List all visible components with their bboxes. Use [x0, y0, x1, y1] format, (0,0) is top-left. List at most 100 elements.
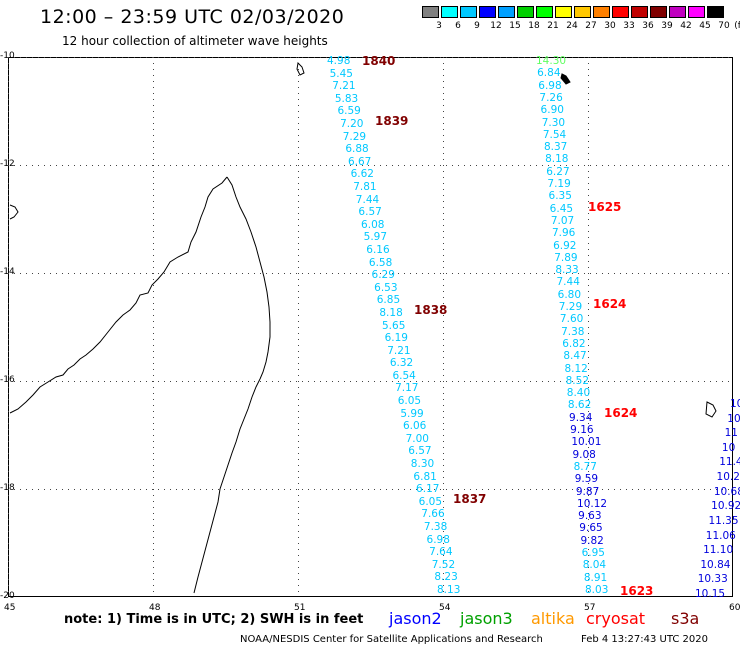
wave-height-value: 7.44: [355, 193, 380, 206]
legend-tick-label: 18: [528, 21, 540, 31]
grid-dot: [356, 273, 357, 274]
grid-dot: [338, 273, 339, 274]
grid-dot: [302, 273, 303, 274]
grid-dot: [452, 273, 453, 274]
grid-dot: [153, 123, 154, 124]
grid-dot: [128, 165, 129, 166]
grid-dot: [8, 351, 9, 352]
grid-dot: [170, 489, 171, 490]
grid-dot: [588, 87, 589, 88]
grid-dot: [656, 381, 657, 382]
grid-dot: [152, 273, 153, 274]
grid-dot: [608, 489, 609, 490]
grid-dot: [290, 381, 291, 382]
grid-dot: [398, 165, 399, 166]
grid-dot: [182, 489, 183, 490]
grid-dot: [122, 57, 123, 58]
grid-dot: [8, 207, 9, 208]
grid-dot: [443, 555, 444, 556]
grid-dot: [153, 237, 154, 238]
grid-dot: [44, 489, 45, 490]
grid-dot: [662, 489, 663, 490]
grid-dot: [494, 165, 495, 166]
grid-dot: [476, 273, 477, 274]
grid-dot: [122, 489, 123, 490]
wave-height-value: 6.57: [408, 445, 432, 458]
grid-dot: [392, 57, 393, 58]
grid-dot: [434, 57, 435, 58]
grid-dot: [443, 507, 444, 508]
grid-dot: [588, 123, 589, 124]
grid-dot: [122, 381, 123, 382]
grid-dot: [56, 489, 57, 490]
grid-dot: [224, 381, 225, 382]
grid-dot: [440, 489, 441, 490]
grid-dot: [356, 381, 357, 382]
grid-dot: [362, 57, 363, 58]
grid-dot: [554, 381, 555, 382]
grid-dot: [153, 141, 154, 142]
grid-dot: [443, 177, 444, 178]
grid-dot: [698, 381, 699, 382]
grid-dot: [188, 381, 189, 382]
grid-dot: [320, 489, 321, 490]
grid-dot: [170, 273, 171, 274]
grid-dot: [266, 57, 267, 58]
grid-dot: [710, 57, 711, 58]
grid-dot: [260, 165, 261, 166]
grid-dot: [494, 381, 495, 382]
grid-dot: [350, 273, 351, 274]
grid-dot: [578, 57, 579, 58]
wave-height-value: 7.96: [551, 227, 576, 240]
grid-dot: [153, 75, 154, 76]
grid-dot: [298, 201, 299, 202]
grid-dot: [8, 153, 9, 154]
grid-dot: [443, 495, 444, 496]
wave-height-value: 9.63: [578, 510, 602, 523]
grid-dot: [278, 57, 279, 58]
grid-dot: [500, 57, 501, 58]
grid-dot: [443, 159, 444, 160]
grid-dot: [242, 165, 243, 166]
grid-dot: [176, 273, 177, 274]
grid-dot: [14, 273, 15, 274]
grid-dot: [422, 489, 423, 490]
wave-height-value: 8.18: [545, 153, 569, 166]
grid-dot: [614, 381, 615, 382]
grid-dot: [170, 381, 171, 382]
grid-dot: [443, 345, 444, 346]
wave-height-value: 7.29: [342, 130, 367, 143]
grid-dot: [536, 57, 537, 58]
grid-dot: [443, 129, 444, 130]
wave-height-value: 8.03: [585, 584, 609, 596]
legend-tick-label: 24: [566, 21, 578, 31]
grid-dot: [588, 453, 589, 454]
grid-dot: [443, 105, 444, 106]
legend-swatch: [460, 6, 477, 18]
grid-dot: [443, 141, 444, 142]
grid-dot: [224, 489, 225, 490]
wave-height-value: 9.16: [570, 424, 594, 437]
grid-dot: [392, 381, 393, 382]
grid-dot: [153, 261, 154, 262]
legend-tick-label: 39: [661, 21, 673, 31]
grid-dot: [298, 495, 299, 496]
grid-dot: [398, 57, 399, 58]
grid-dot: [656, 165, 657, 166]
grid-dot: [602, 273, 603, 274]
grid-dot: [260, 381, 261, 382]
coastline-island-north: [296, 61, 305, 76]
grid-dot: [350, 489, 351, 490]
grid-dot: [298, 387, 299, 388]
grid-dot: [443, 537, 444, 538]
grid-dot: [588, 387, 589, 388]
wave-height-value: 10.68: [713, 485, 740, 498]
grid-dot: [443, 321, 444, 322]
grid-dot: [440, 381, 441, 382]
grid-dot: [588, 93, 589, 94]
satellite-name: jason2: [389, 609, 442, 628]
grid-dot: [536, 165, 537, 166]
grid-dot: [8, 135, 9, 136]
grid-dot: [644, 489, 645, 490]
grid-dot: [128, 273, 129, 274]
